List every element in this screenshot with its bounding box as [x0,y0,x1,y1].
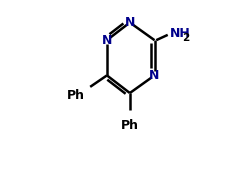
Text: N: N [102,34,112,47]
Text: NH: NH [169,27,190,40]
Text: 2: 2 [182,33,189,43]
Text: N: N [125,16,135,29]
Text: N: N [149,69,160,82]
Text: Ph: Ph [121,119,139,132]
Text: Ph: Ph [67,89,85,102]
